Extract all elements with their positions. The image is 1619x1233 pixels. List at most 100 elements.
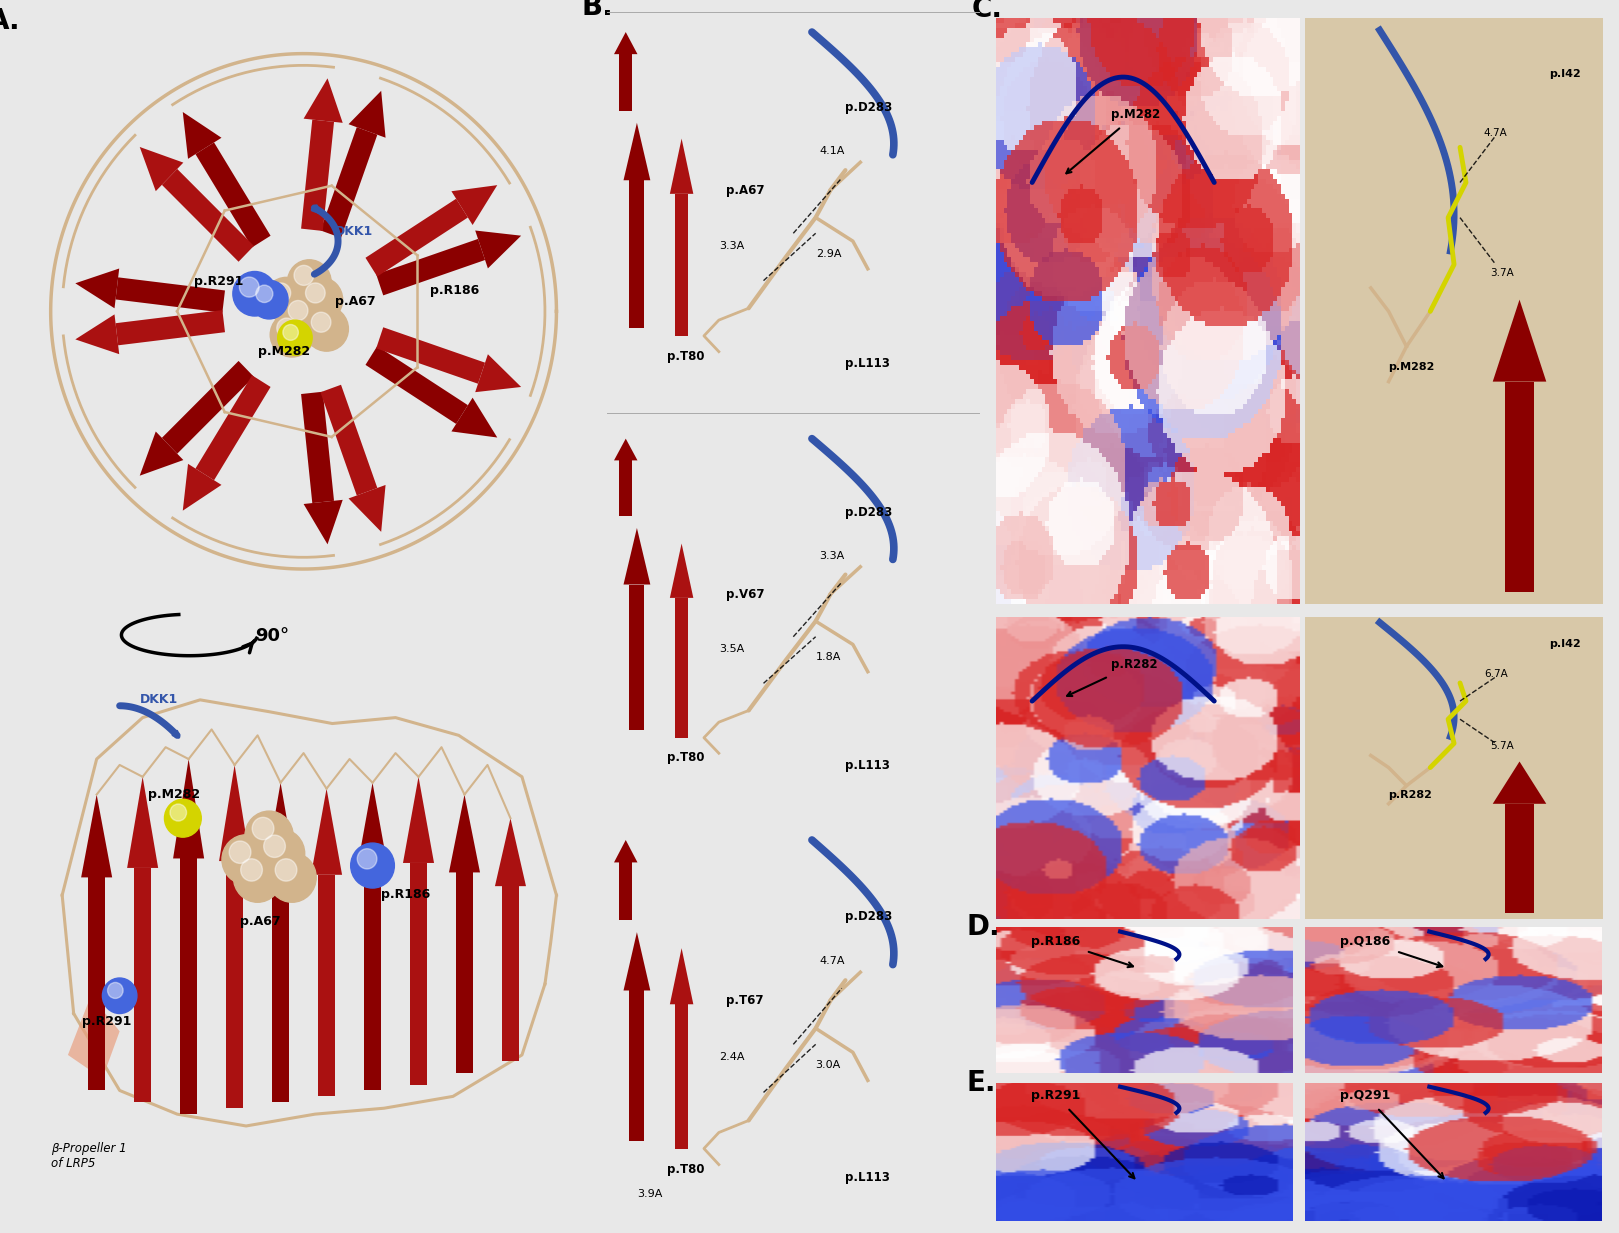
Polygon shape <box>623 932 651 990</box>
Circle shape <box>304 307 348 351</box>
Text: p.A67: p.A67 <box>240 915 282 927</box>
Polygon shape <box>196 143 270 248</box>
Polygon shape <box>675 598 688 737</box>
Circle shape <box>170 804 186 821</box>
Polygon shape <box>115 277 225 312</box>
Polygon shape <box>301 392 334 503</box>
Polygon shape <box>623 123 651 180</box>
Text: p.M282: p.M282 <box>149 788 201 800</box>
Circle shape <box>275 858 296 882</box>
Polygon shape <box>139 147 183 191</box>
Text: p.L113: p.L113 <box>845 758 890 772</box>
Polygon shape <box>476 354 521 392</box>
Polygon shape <box>317 874 335 1096</box>
Text: p.T80: p.T80 <box>667 1163 704 1175</box>
Text: 1.8A: 1.8A <box>816 652 840 662</box>
Text: 2.4A: 2.4A <box>719 1053 745 1063</box>
Text: p.A67: p.A67 <box>335 296 376 308</box>
Text: p.V67: p.V67 <box>727 588 764 600</box>
Text: p.T80: p.T80 <box>667 751 704 764</box>
Text: p.R186: p.R186 <box>431 284 479 297</box>
Polygon shape <box>76 269 120 308</box>
Polygon shape <box>614 439 638 460</box>
Text: p.T67: p.T67 <box>727 994 764 1007</box>
Circle shape <box>311 312 330 332</box>
Circle shape <box>358 848 377 869</box>
Polygon shape <box>180 858 198 1115</box>
Polygon shape <box>196 375 270 480</box>
Polygon shape <box>183 112 222 159</box>
Polygon shape <box>457 873 473 1073</box>
Text: 3.3A: 3.3A <box>719 242 745 252</box>
Circle shape <box>165 799 201 837</box>
Circle shape <box>102 978 138 1014</box>
Polygon shape <box>348 91 385 138</box>
Text: 2.9A: 2.9A <box>816 249 842 259</box>
Polygon shape <box>348 485 385 531</box>
Polygon shape <box>76 314 120 354</box>
Text: 3.5A: 3.5A <box>719 645 745 655</box>
Text: p.M282: p.M282 <box>257 345 309 359</box>
Circle shape <box>282 295 325 339</box>
Polygon shape <box>227 861 243 1108</box>
Polygon shape <box>87 878 105 1090</box>
Circle shape <box>233 271 277 316</box>
Circle shape <box>264 835 285 857</box>
Circle shape <box>306 282 325 303</box>
Circle shape <box>107 983 123 999</box>
Text: p.Q291: p.Q291 <box>1341 1089 1444 1179</box>
Circle shape <box>288 260 332 305</box>
Polygon shape <box>366 346 468 424</box>
Circle shape <box>244 811 293 861</box>
Text: 90°: 90° <box>256 626 290 645</box>
Polygon shape <box>403 777 434 863</box>
Polygon shape <box>618 54 633 111</box>
Text: p.D283: p.D283 <box>845 507 892 519</box>
Polygon shape <box>502 887 520 1060</box>
Circle shape <box>240 277 259 297</box>
Polygon shape <box>304 79 343 123</box>
Circle shape <box>283 324 298 340</box>
Text: β-Propeller 1
of LRP5: β-Propeller 1 of LRP5 <box>50 1143 126 1170</box>
Circle shape <box>270 312 314 358</box>
Text: 3.0A: 3.0A <box>816 1060 840 1070</box>
Circle shape <box>277 318 296 338</box>
Circle shape <box>230 841 251 863</box>
Polygon shape <box>266 783 296 872</box>
Text: p.D283: p.D283 <box>845 101 892 113</box>
Text: p.R291: p.R291 <box>1031 1089 1135 1179</box>
Circle shape <box>241 858 262 882</box>
Text: p.L113: p.L113 <box>845 1170 890 1184</box>
Polygon shape <box>630 180 644 328</box>
Circle shape <box>270 282 291 303</box>
Polygon shape <box>614 32 638 54</box>
Polygon shape <box>162 361 254 454</box>
Text: 3.3A: 3.3A <box>819 551 845 561</box>
Polygon shape <box>495 819 526 887</box>
Polygon shape <box>618 460 633 517</box>
Polygon shape <box>115 311 225 345</box>
Polygon shape <box>675 194 688 335</box>
Text: DKK1: DKK1 <box>139 693 178 705</box>
Polygon shape <box>618 862 633 920</box>
Circle shape <box>264 277 308 322</box>
Text: p.L113: p.L113 <box>845 358 890 370</box>
Text: D.: D. <box>967 912 999 941</box>
Circle shape <box>267 852 316 903</box>
Polygon shape <box>452 185 497 224</box>
Text: 4.7A: 4.7A <box>819 957 845 967</box>
Circle shape <box>300 277 343 322</box>
Text: p.R186: p.R186 <box>380 888 431 901</box>
Polygon shape <box>81 794 112 878</box>
Polygon shape <box>376 327 486 383</box>
Text: DKK1: DKK1 <box>335 226 374 238</box>
Circle shape <box>351 843 395 888</box>
Polygon shape <box>321 385 377 496</box>
Text: A.: A. <box>0 7 19 35</box>
Text: p.D283: p.D283 <box>845 910 892 924</box>
Circle shape <box>278 321 312 355</box>
Text: B.: B. <box>581 0 614 21</box>
Circle shape <box>233 852 282 903</box>
Polygon shape <box>183 464 222 510</box>
Text: p.R186: p.R186 <box>1031 935 1133 967</box>
